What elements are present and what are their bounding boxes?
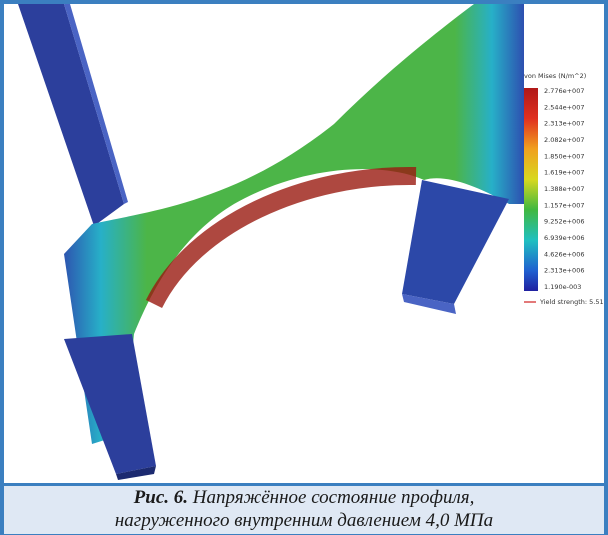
legend-label: 9.252e+006 (544, 218, 584, 226)
legend-label: 2.313e+006 (544, 267, 584, 275)
legend-label: 2.544e+007 (544, 103, 584, 111)
yield-strength: Yield strength: 5.515e+008 (539, 298, 604, 306)
caption-line1: Напряжённое состояние профиля, (193, 487, 475, 508)
legend-label: 1.388e+007 (544, 185, 584, 193)
legend-label: 6.939e+006 (544, 234, 584, 242)
legend-title: von Mises (N/m^2) (524, 72, 586, 80)
figure: von Mises (N/m^2) Yield strength: 5.515e… (0, 0, 608, 535)
fea-render: von Mises (N/m^2) Yield strength: 5.515e… (4, 4, 604, 483)
legend-label: 2.776e+007 (544, 87, 584, 95)
legend: von Mises (N/m^2) Yield strength: 5.515e… (524, 72, 604, 306)
colorbar (524, 88, 538, 291)
legend-label: 2.082e+007 (544, 136, 584, 144)
model (18, 4, 524, 480)
legend-label: 1.619e+007 (544, 169, 584, 177)
legend-label: 1.190e-003 (544, 283, 581, 291)
caption-line2: нагруженного внутренним давлением 4,0 МП… (115, 510, 493, 531)
legend-label: 1.850e+007 (544, 152, 584, 160)
legend-label: 1.157e+007 (544, 201, 584, 209)
legend-label: 4.626e+006 (544, 250, 584, 258)
legend-label: 2.313e+007 (544, 120, 584, 128)
caption: Рис. 6. Напряжённое состояние профиля, н… (4, 483, 604, 534)
caption-label: Рис. 6. (134, 487, 188, 508)
